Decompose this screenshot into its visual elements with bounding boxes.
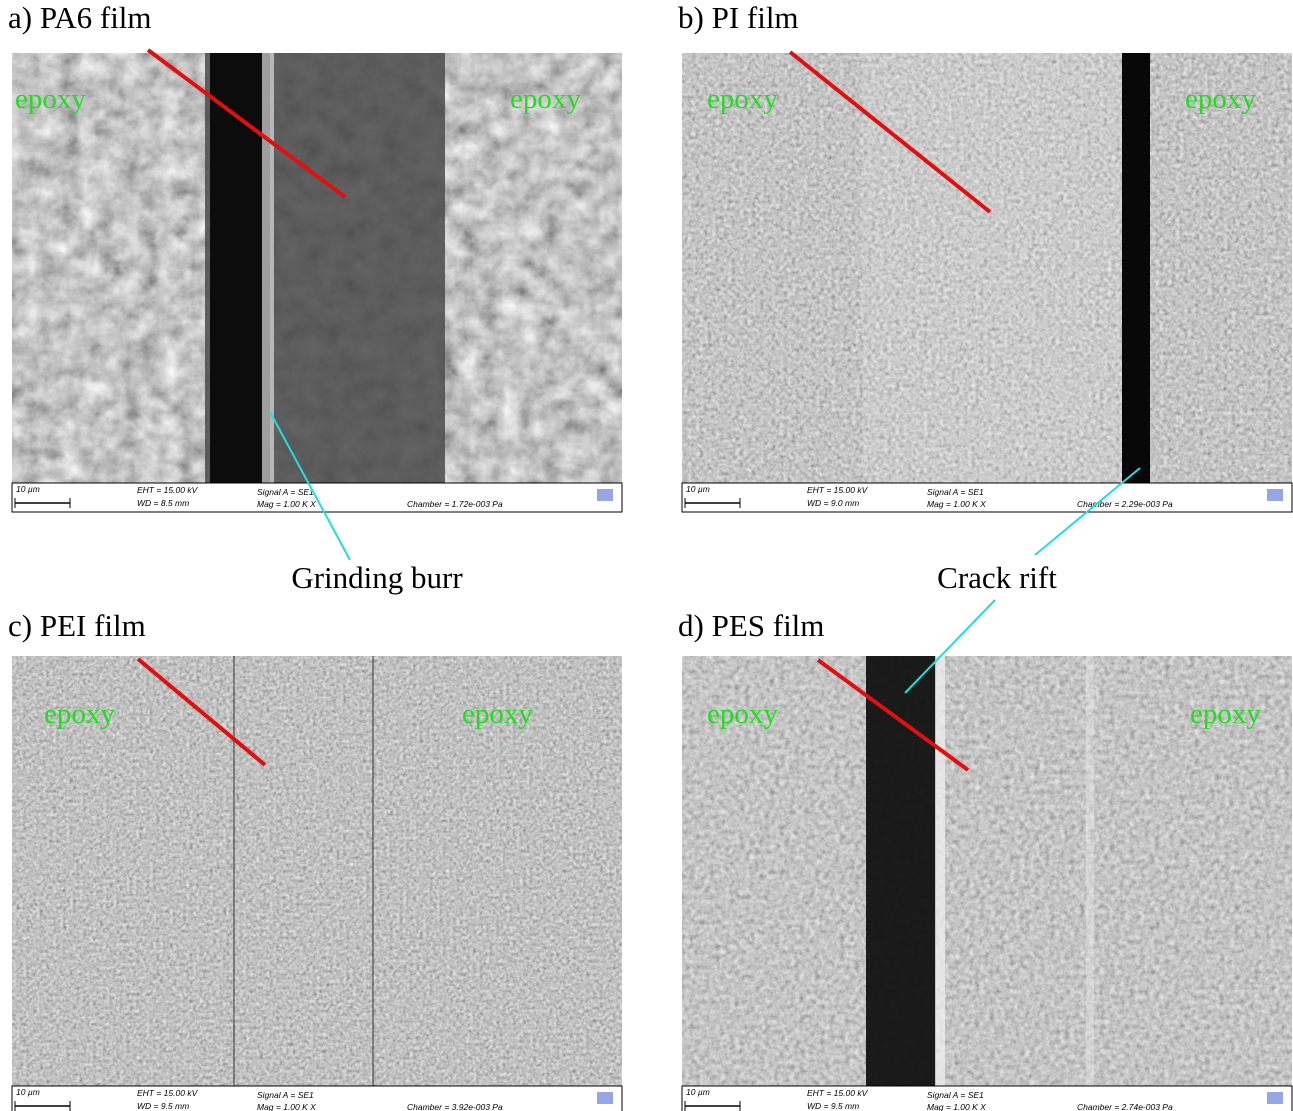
info-text: EHT = 15.00 kV [807,485,869,495]
annotation: Grinding burr [291,560,463,595]
info-text: WD = 9.5 mm [807,1101,859,1111]
info-text: Mag = 1.00 K X [927,1102,986,1111]
info-text: EHT = 15.00 kV [807,1088,869,1098]
info-text: WD = 9.0 mm [807,498,859,508]
scale-text: 10 µm [16,484,40,494]
info-text: Signal A = SE1 [927,1090,984,1100]
info-text: Chamber = 1.72e-003 Pa [407,499,503,509]
epoxy-label: epoxy [1190,698,1261,730]
annotation: Crack rift [937,560,1057,595]
logo [597,489,613,501]
epoxy-label: epoxy [707,698,778,730]
info-text: WD = 9.5 mm [137,1101,189,1111]
panel-label: c) PEI film [8,608,146,643]
info-text: Mag = 1.00 K X [927,499,986,509]
film-band [1086,656,1094,1086]
info-text: EHT = 15.00 kV [137,485,199,495]
scale-text: 10 µm [686,1087,710,1097]
epoxy-label: epoxy [15,83,86,115]
panel-label: a) PA6 film [8,0,152,35]
info-text: Signal A = SE1 [257,1090,314,1100]
info-text: Mag = 1.00 K X [257,1102,316,1111]
info-bar [682,1086,1292,1111]
sem-panel: d) PES film epoxy epoxy 10 µm EHT = 15.00 kV… [678,608,1292,1111]
film-band [233,656,235,1086]
film-band [372,656,374,1086]
sem-panel: b) PI film epoxy epoxy 10 µm EHT = 15.00 kV W… [678,0,1292,512]
info-text: EHT = 15.00 kV [137,1088,199,1098]
info-text: Mag = 1.00 K X [257,499,316,509]
panel-label: d) PES film [678,608,824,643]
sem-panel: a) PA6 film epoxy epoxy 10 µm EHT = 15.00 kV… [8,0,622,512]
info-text: Chamber = 3.92e-003 Pa [407,1102,503,1111]
epoxy-label: epoxy [707,83,778,115]
scale-text: 10 µm [16,1087,40,1097]
sem-panel: c) PEI film epoxy epoxy 10 µm EHT = 15.00 kV… [8,608,622,1111]
film-band [1122,53,1150,483]
logo [1267,1092,1283,1104]
epoxy-label: epoxy [510,83,581,115]
film-band [262,53,274,483]
figure: a) PA6 film epoxy epoxy 10 µm EHT = 15.00 kV… [0,0,1293,1111]
epoxy-label: epoxy [44,698,115,730]
info-text: Signal A = SE1 [257,487,314,497]
epoxy-label: epoxy [462,698,533,730]
info-text: WD = 8.5 mm [137,498,189,508]
info-bar [12,1086,622,1111]
panel-label: b) PI film [678,0,799,35]
info-text: Signal A = SE1 [927,487,984,497]
film-band [935,656,945,1086]
info-bar [682,483,1292,512]
logo [597,1092,613,1104]
epoxy-label: epoxy [1185,83,1256,115]
info-text: Chamber = 2.74e-003 Pa [1077,1102,1173,1111]
film-band [862,53,1130,483]
logo [1267,489,1283,501]
scale-text: 10 µm [686,484,710,494]
